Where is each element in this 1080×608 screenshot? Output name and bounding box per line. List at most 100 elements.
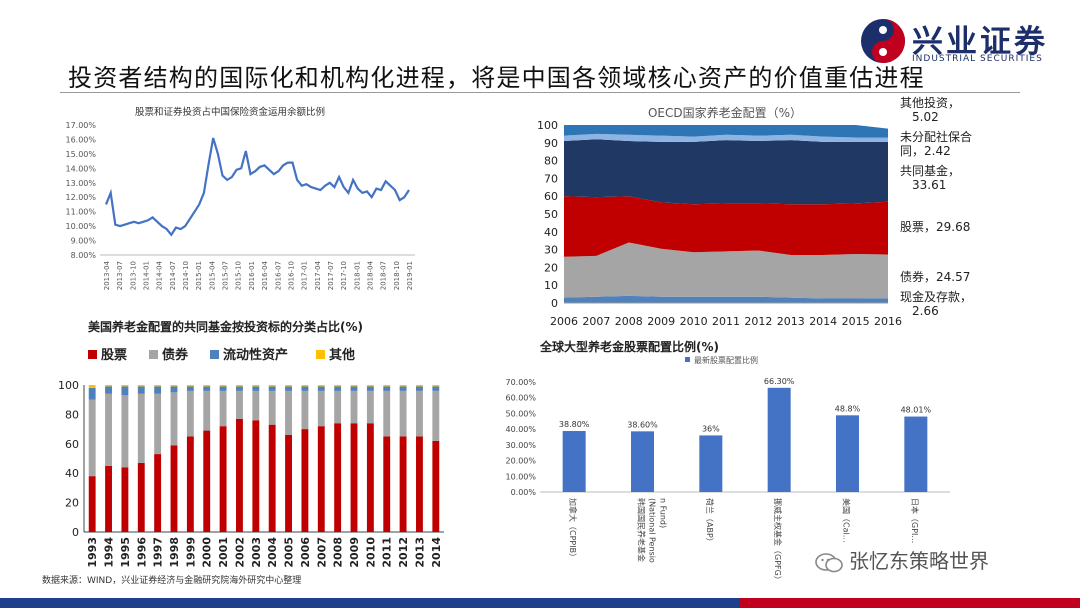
logo-name-en: INDUSTRIAL SECURITIES	[912, 54, 1043, 64]
bar-3	[767, 387, 791, 492]
y-tick-label: 9.00%	[71, 237, 97, 246]
x-tick-label: 1998	[168, 537, 181, 568]
x-tick-label: 2017-04	[314, 260, 322, 290]
y-tick-label: 70.00%	[505, 378, 536, 387]
y-tick-label: 10.00%	[505, 472, 536, 481]
bar-流动性资产	[268, 386, 276, 391]
y-tick-label: 8.00%	[71, 251, 97, 260]
bar-流动性资产	[350, 386, 358, 391]
legend-label-股票: 股票	[101, 347, 127, 363]
bar-其他	[236, 385, 243, 387]
bar-其他	[105, 385, 112, 387]
bar-其他	[121, 385, 129, 387]
data-label: 36%	[702, 424, 720, 433]
x-tick-label: 2012	[744, 315, 772, 328]
x-tick-label: 2007	[582, 315, 610, 328]
x-tick-label: 2013-10	[129, 261, 137, 290]
x-tick-label: 2007	[315, 537, 328, 568]
bar-流动性资产	[252, 386, 260, 391]
x-tick-label: 2019-01	[406, 261, 414, 290]
bar-其他	[252, 385, 260, 387]
y-tick-label: 15.00%	[65, 150, 96, 159]
bar-股票	[285, 434, 292, 532]
bar-股票	[252, 420, 260, 532]
y-tick-label: 90	[544, 137, 558, 150]
bar-债券	[252, 390, 260, 421]
x-tick-label: 1994	[103, 537, 116, 568]
area-未分配社保合同	[564, 133, 888, 142]
legend-swatch-债券	[149, 350, 158, 359]
x-tick-label: 2016-01	[248, 261, 256, 290]
bar-债券	[154, 393, 162, 455]
y-tick-label: 70	[544, 172, 558, 185]
bar-股票	[88, 476, 96, 532]
x-tick-label: 日本（GPI…	[910, 498, 920, 543]
area-股票	[564, 196, 888, 257]
bar-股票	[416, 436, 423, 532]
annotation-2: 共同基金， 33.61	[900, 163, 960, 192]
bar-流动性资产	[219, 386, 227, 391]
watermark: 张忆东策略世界	[815, 545, 989, 574]
bar-债券	[203, 390, 211, 431]
x-tick-label: 美国（Cal…	[842, 498, 852, 543]
bar-股票	[350, 423, 358, 532]
bar-债券	[383, 390, 391, 437]
x-tick-label: 2016-10	[287, 261, 295, 290]
y-tick-label: 50.00%	[505, 409, 536, 418]
area-债券	[564, 242, 888, 299]
x-tick-label: 2017-07	[327, 261, 335, 290]
bar-债券	[285, 390, 292, 435]
bar-股票	[432, 440, 440, 532]
y-tick-label: 14.00%	[65, 164, 96, 173]
bar-2	[699, 435, 723, 492]
bar-债券	[121, 395, 129, 468]
bar-其他	[399, 385, 407, 387]
bar-其他	[350, 385, 358, 387]
x-tick-label: 2008	[615, 315, 643, 328]
bar-债券	[416, 390, 423, 437]
y-tick-label: 12.00%	[65, 193, 96, 202]
x-tick-label: 韩国国民养老基金 (National Pensio n Fund)	[637, 498, 668, 563]
x-tick-label: 2014-01	[143, 261, 151, 290]
y-tick-label: 10	[544, 279, 558, 292]
area-共同基金	[564, 139, 888, 205]
x-tick-label: 2018-07	[380, 261, 388, 290]
y-tick-label: 40.00%	[505, 425, 536, 434]
bar-流动性资产	[154, 386, 162, 394]
x-tick-label: 2014-10	[182, 261, 190, 290]
y-tick-label: 80	[65, 408, 79, 421]
y-tick-label: 16.00%	[65, 135, 96, 144]
legend-label-流动性资产: 流动性资产	[223, 347, 288, 363]
data-label: 38.60%	[627, 420, 658, 429]
y-tick-label: 20	[544, 261, 558, 274]
y-tick-label: 11.00%	[65, 208, 96, 217]
x-tick-label: 加拿大（CPPIB）	[568, 498, 578, 561]
bar-股票	[366, 423, 374, 532]
x-tick-label: 2016	[874, 315, 902, 328]
bar-其他	[170, 385, 178, 387]
x-tick-label: 2014	[430, 537, 443, 568]
y-tick-label: 80	[544, 155, 558, 168]
y-tick-label: 20	[65, 497, 79, 510]
y-tick-label: 100	[537, 119, 558, 132]
bar-股票	[301, 429, 309, 532]
bar-债券	[170, 392, 178, 446]
x-tick-label: 1995	[119, 537, 132, 568]
legend-swatch-其他	[316, 350, 325, 359]
bar-其他	[137, 385, 145, 387]
x-tick-label: 2000	[201, 537, 214, 568]
bar-股票	[317, 426, 325, 532]
bar-流动性资产	[88, 387, 96, 400]
bar-流动性资产	[383, 386, 391, 391]
bar-流动性资产	[416, 386, 423, 391]
footer-bar	[0, 598, 1080, 608]
x-tick-label: 2004	[266, 537, 279, 568]
bar-其他	[203, 385, 211, 387]
x-tick-label: 2016-07	[274, 261, 282, 290]
bar-流动性资产	[203, 386, 211, 391]
annotation-1: 未分配社保合同，2.42	[900, 129, 972, 158]
bar-股票	[137, 462, 145, 532]
x-tick-label: 1993	[86, 537, 99, 568]
x-tick-label: 2012	[397, 537, 410, 568]
annotation-0: 其他投资， 5.02	[900, 95, 960, 124]
